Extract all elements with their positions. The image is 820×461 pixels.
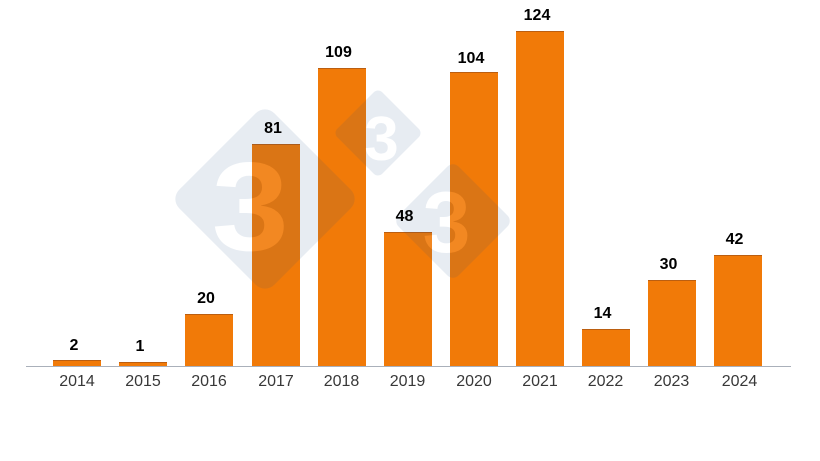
svg-text:3: 3 xyxy=(423,175,471,271)
svg-text:3: 3 xyxy=(364,105,398,174)
svg-text:3: 3 xyxy=(212,137,289,278)
